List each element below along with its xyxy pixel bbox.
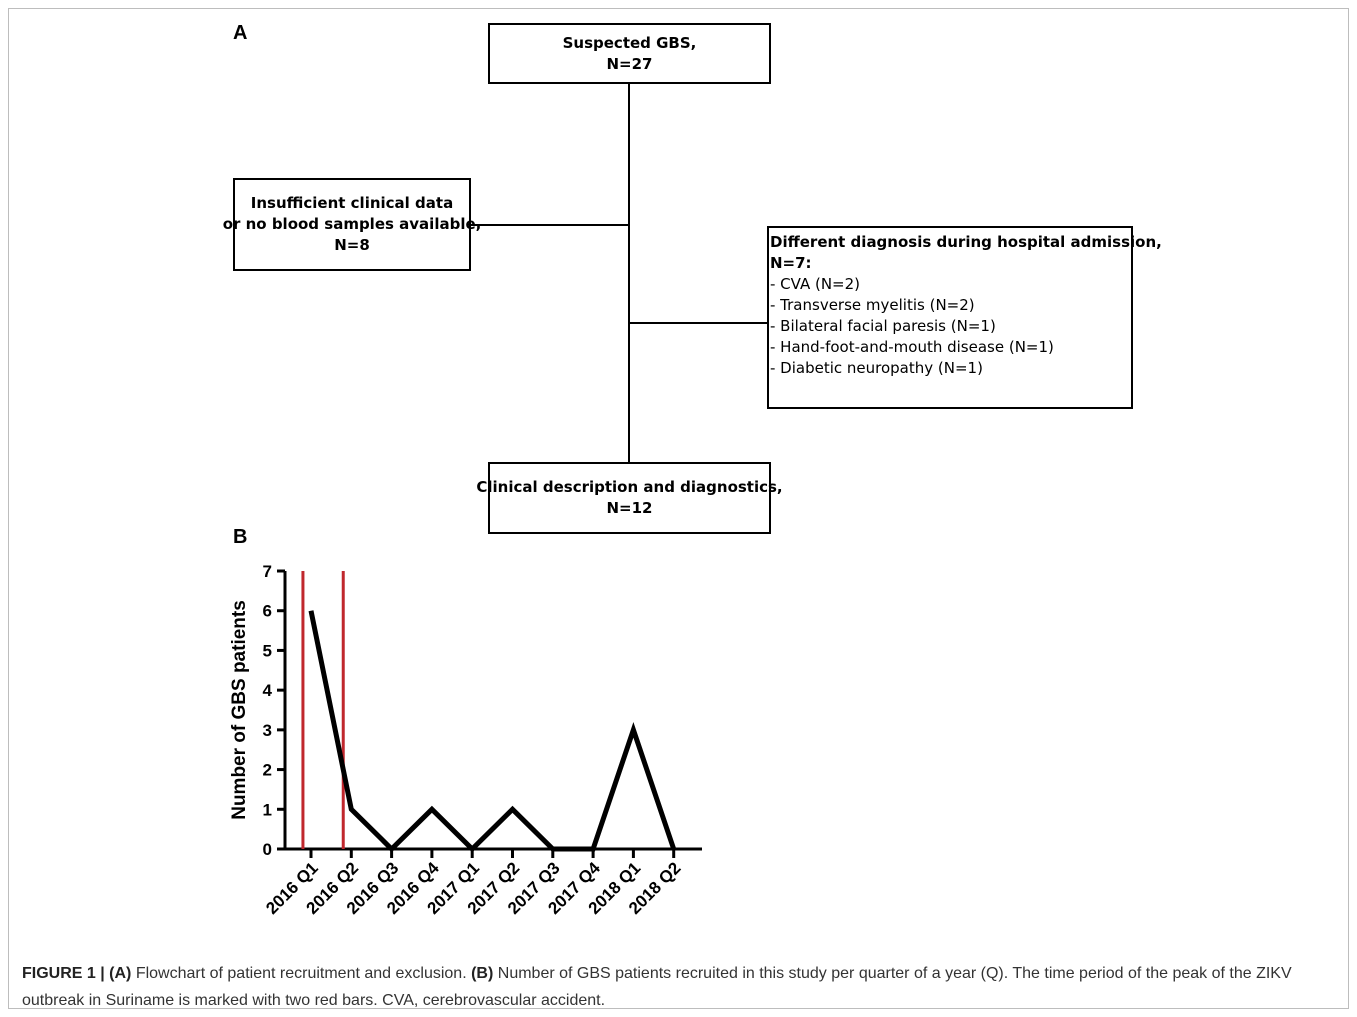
insufficient-data-box: Insufficient clinical data or no blood s…	[223, 178, 481, 271]
different-item-hfmd: - Hand-foot-and-mouth disease (N=1)	[770, 338, 1054, 356]
caption-a-label: (A)	[109, 965, 132, 982]
caption-a-text: Flowchart of patient recruitment and exc…	[131, 965, 472, 982]
different-title-line-1: Different diagnosis during hospital admi…	[770, 233, 1162, 251]
flow-main-connector	[628, 84, 630, 462]
y-axis-title: Number of GBS patients	[229, 600, 250, 820]
different-item-myelitis: - Transverse myelitis (N=2)	[770, 296, 975, 314]
figure-caption: FIGURE 1 | (A) Flowchart of patient recr…	[22, 960, 1332, 1014]
insufficient-line-3: N=8	[334, 236, 370, 254]
caption-figure-label: FIGURE 1 |	[22, 965, 110, 982]
series-line	[308, 610, 677, 853]
insufficient-line-2: or no blood samples available,	[222, 215, 482, 233]
y-tick-label-0: 0	[263, 840, 272, 859]
y-tick-label-4: 4	[263, 681, 273, 700]
y-tick-label-2: 2	[263, 761, 272, 780]
flow-left-connector	[470, 224, 629, 226]
suspected-gbs-box: Suspected GBS, N=27	[488, 23, 771, 84]
different-diagnosis-box: Different diagnosis during hospital admi…	[767, 226, 1162, 409]
insufficient-line-1: Insufficient clinical data	[250, 194, 454, 212]
flow-right-connector	[629, 322, 768, 324]
panel-b-label: B	[233, 526, 248, 548]
clinical-line-1: Clinical description and diagnostics,	[476, 478, 783, 496]
clinical-line-2: N=12	[606, 499, 653, 517]
different-item-facial-paresis: - Bilateral facial paresis (N=1)	[770, 317, 996, 335]
different-item-cva: - CVA (N=2)	[770, 275, 861, 293]
y-tick-label-3: 3	[263, 721, 272, 740]
suspected-gbs-line-1: Suspected GBS,	[562, 33, 697, 52]
different-item-diabetic: - Diabetic neuropathy (N=1)	[770, 359, 983, 377]
suspected-gbs-line-2: N=27	[606, 54, 653, 73]
different-title-line-2: N=7:	[770, 254, 812, 272]
caption-b-label: (B)	[471, 965, 494, 982]
y-tick-label-1: 1	[263, 800, 272, 819]
y-tick-label-6: 6	[263, 602, 272, 621]
y-tick-label-7: 7	[263, 562, 272, 581]
y-tick-label-5: 5	[263, 641, 272, 660]
figure-frame	[8, 8, 1349, 1009]
caption-b-text: Number of GBS patients recruited in this…	[22, 965, 1292, 1009]
panel-a-label: A	[233, 22, 248, 44]
clinical-description-box: Clinical description and diagnostics, N=…	[476, 462, 783, 534]
